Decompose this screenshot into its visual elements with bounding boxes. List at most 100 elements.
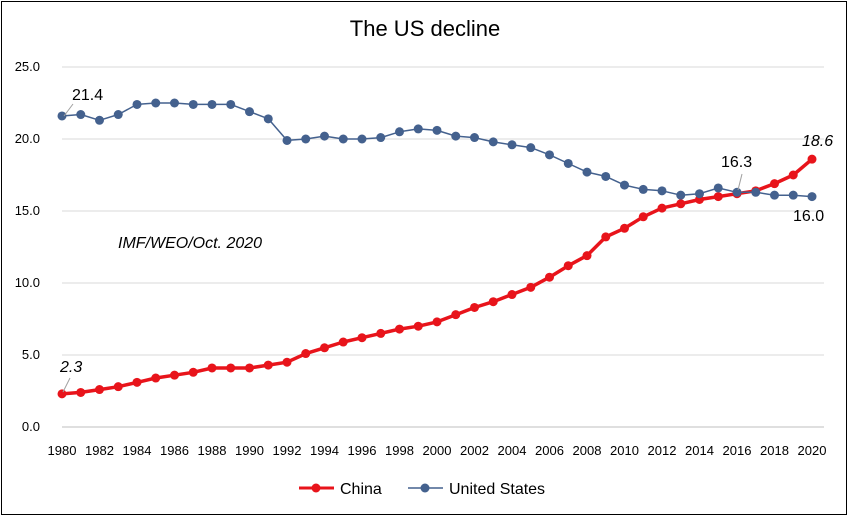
data-point-united-states — [545, 150, 554, 160]
data-point-united-states — [263, 114, 273, 124]
data-point-china — [357, 333, 367, 343]
data-point-china — [526, 282, 536, 292]
data-point-united-states — [57, 111, 67, 121]
x-tick-label: 1994 — [310, 443, 339, 458]
china-start-leader — [62, 377, 71, 393]
data-point-china — [188, 367, 198, 377]
x-axis-ticks: 1980 1982 1984 1986 1988 1990 1992 1994 1996 1998… — [48, 443, 827, 458]
data-point-united-states — [788, 190, 798, 200]
data-point-united-states — [657, 186, 667, 196]
x-tick-label: 1996 — [348, 443, 377, 458]
x-tick-label: 2006 — [535, 443, 564, 458]
legend-china-marker — [311, 483, 321, 493]
x-tick-label: 1984 — [123, 443, 152, 458]
data-point-united-states — [207, 99, 217, 109]
data-point-united-states — [301, 134, 311, 144]
data-point-china — [245, 363, 254, 373]
data-point-china — [151, 373, 161, 383]
data-point-united-states — [245, 107, 254, 117]
data-point-china — [470, 302, 479, 312]
data-point-united-states — [807, 192, 817, 202]
us-start-leader — [63, 103, 74, 117]
data-point-china — [395, 324, 404, 334]
us-end-label: 16.0 — [793, 208, 824, 225]
china-end-label: 18.6 — [802, 133, 833, 150]
data-point-united-states — [170, 98, 179, 108]
data-point-united-states — [770, 190, 779, 200]
data-point-united-states — [470, 133, 479, 143]
us-mid-leader — [737, 173, 743, 191]
data-point-united-states — [76, 110, 86, 120]
data-point-china — [451, 310, 461, 320]
data-point-china — [788, 170, 798, 180]
data-point-united-states — [601, 171, 611, 181]
x-tick-label: 1980 — [48, 443, 77, 458]
x-tick-label: 2016 — [723, 443, 752, 458]
legend-us-marker — [420, 483, 430, 493]
data-point-united-states — [732, 187, 742, 197]
data-point-china — [282, 357, 292, 367]
x-tick-label: 2008 — [573, 443, 602, 458]
data-point-china — [638, 212, 648, 222]
data-point-united-states — [132, 99, 142, 109]
data-point-united-states — [113, 110, 123, 120]
legend: China United States — [299, 481, 545, 498]
data-point-united-states — [695, 189, 704, 199]
series-line-united-states — [61, 102, 813, 198]
x-tick-label: 2002 — [460, 443, 489, 458]
data-point-united-states — [638, 184, 648, 194]
data-point-china — [620, 223, 629, 233]
data-point-united-states — [713, 183, 723, 193]
data-point-china — [320, 343, 329, 353]
data-point-china — [132, 377, 142, 387]
x-tick-label: 2020 — [798, 443, 827, 458]
data-point-china — [207, 363, 217, 373]
series-group — [57, 98, 817, 399]
gridlines — [62, 66, 824, 428]
data-point-united-states — [507, 140, 517, 150]
data-point-united-states — [676, 190, 686, 200]
data-point-united-states — [582, 167, 592, 177]
x-tick-label: 2012 — [648, 443, 677, 458]
y-tick-label: 25.0 — [15, 59, 40, 74]
data-point-united-states — [338, 134, 348, 144]
data-point-united-states — [357, 134, 367, 144]
data-point-united-states — [320, 131, 329, 141]
data-point-china — [582, 251, 592, 261]
data-point-united-states — [432, 125, 442, 135]
data-point-china — [413, 321, 423, 331]
source-annotation: IMF/WEO/Oct. 2020 — [118, 235, 262, 252]
x-tick-label: 1992 — [273, 443, 302, 458]
data-point-united-states — [563, 158, 573, 168]
data-point-china — [301, 349, 311, 359]
y-tick-label: 5.0 — [22, 347, 40, 362]
data-point-china — [338, 337, 348, 347]
data-point-united-states — [451, 131, 461, 141]
data-point-united-states — [620, 180, 629, 190]
data-point-united-states — [413, 124, 423, 134]
china-start-label: 2.3 — [59, 359, 82, 376]
y-tick-label: 15.0 — [15, 203, 40, 218]
y-axis-ticks: 0.0 5.0 10.0 15.0 20.0 25.0 — [15, 59, 40, 434]
annotations: IMF/WEO/Oct. 2020 2.3 18.6 21.4 16.3 16.… — [59, 87, 833, 393]
data-point-china — [488, 297, 498, 307]
data-point-china — [545, 272, 554, 282]
x-tick-label: 1988 — [198, 443, 227, 458]
y-tick-label: 10.0 — [15, 275, 40, 290]
data-point-china — [113, 382, 123, 392]
x-tick-label: 2010 — [610, 443, 639, 458]
data-point-united-states — [151, 98, 161, 108]
data-point-china — [807, 154, 817, 164]
data-point-china — [601, 232, 611, 242]
data-point-china — [376, 328, 386, 338]
data-point-china — [226, 363, 236, 373]
us-mid-label: 16.3 — [721, 154, 752, 171]
data-point-china — [507, 290, 517, 300]
x-tick-label: 2018 — [760, 443, 789, 458]
data-point-united-states — [226, 99, 236, 109]
data-point-china — [657, 203, 667, 213]
legend-us-label: United States — [449, 481, 545, 498]
data-point-united-states — [282, 135, 292, 145]
